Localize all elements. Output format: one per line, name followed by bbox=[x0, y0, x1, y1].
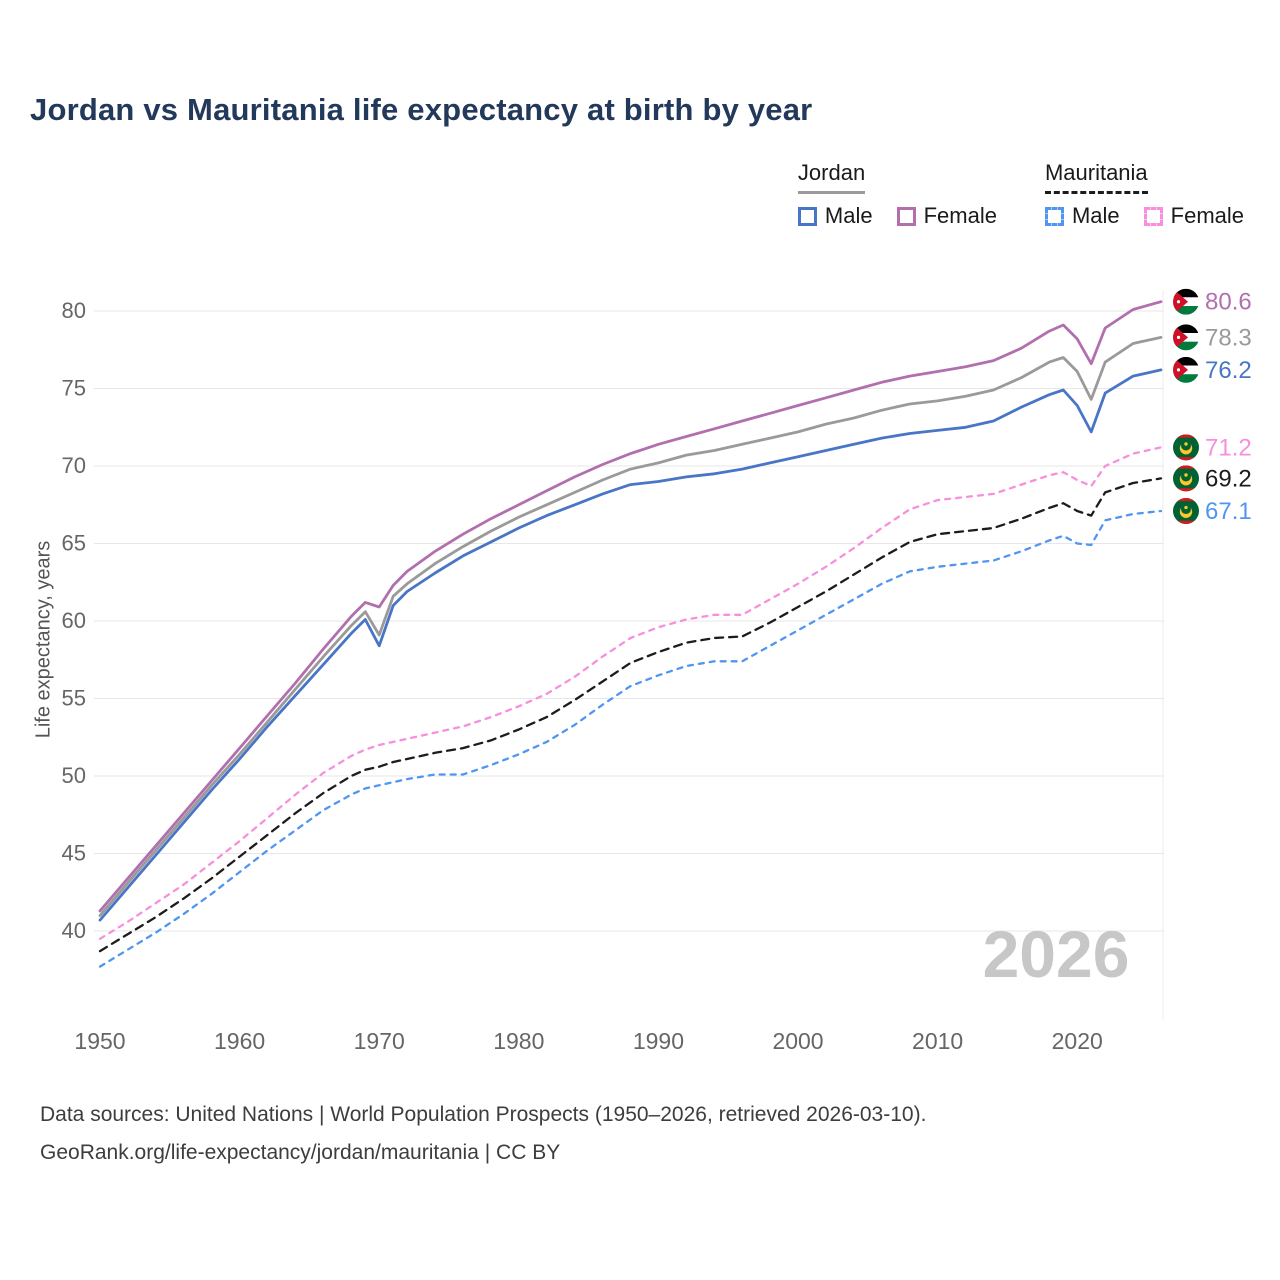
jordan-male-swatch-icon bbox=[797, 206, 817, 226]
x-tick-label: 1990 bbox=[633, 1028, 684, 1054]
footer: Data sources: United Nations | World Pop… bbox=[40, 1096, 926, 1172]
end-value-label-jordan-male: 76.2 bbox=[1205, 357, 1252, 384]
y-tick-label: 55 bbox=[62, 686, 86, 711]
end-value-label-jordan-total: 78.3 bbox=[1205, 324, 1252, 351]
legend-item-mauritania-male: Male bbox=[1044, 203, 1120, 229]
x-tick-label: 1950 bbox=[74, 1028, 125, 1054]
y-tick-label: 80 bbox=[62, 298, 86, 323]
series-line-jordan-male bbox=[98, 368, 1163, 922]
series-line-mauritania-female bbox=[98, 446, 1163, 940]
footer-attribution: GeoRank.org/life-expectancy/jordan/mauri… bbox=[40, 1141, 561, 1164]
end-value-label-mauritania-female: 71.2 bbox=[1205, 434, 1252, 461]
x-tick-label: 2010 bbox=[912, 1028, 963, 1054]
legend-item-jordan-male: Male bbox=[797, 203, 873, 229]
y-tick-label: 45 bbox=[62, 841, 86, 866]
series-line-mauritania-total bbox=[98, 477, 1163, 953]
jordan-female-swatch-icon bbox=[896, 206, 916, 226]
series-line-mauritania-male bbox=[98, 509, 1163, 968]
y-tick-label: 50 bbox=[62, 763, 86, 788]
legend-item-mauritania-female: Female bbox=[1143, 203, 1244, 229]
jordan-flag-icon bbox=[1173, 356, 1199, 383]
mauritania-male-swatch-icon bbox=[1044, 206, 1064, 226]
series-line-jordan-female bbox=[98, 300, 1163, 913]
x-tick-label: 1980 bbox=[493, 1028, 544, 1054]
y-tick-label: 60 bbox=[62, 608, 86, 633]
x-tick-label: 1960 bbox=[214, 1028, 265, 1054]
end-value-label-mauritania-male: 67.1 bbox=[1205, 498, 1252, 525]
x-tick-label: 2000 bbox=[772, 1028, 823, 1054]
mauritania-flag-icon bbox=[1173, 434, 1199, 461]
y-axis-label: Life expectancy, years bbox=[32, 540, 55, 739]
legend-item-mauritania-female-label: Female bbox=[1170, 203, 1244, 228]
legend-item-jordan-female-label: Female bbox=[923, 203, 997, 228]
end-value-label-jordan-female: 80.6 bbox=[1205, 289, 1252, 316]
x-tick-label: 2020 bbox=[1052, 1028, 1103, 1054]
legend-group-mauritania: Mauritania Male Female bbox=[1044, 160, 1244, 229]
legend-group-jordan: Jordan Male Female bbox=[797, 160, 997, 229]
watermark-year: 2026 bbox=[982, 917, 1130, 991]
jordan-flag-icon bbox=[1173, 288, 1199, 315]
jordan-flag-icon bbox=[1173, 324, 1199, 351]
legend-item-jordan-female: Female bbox=[896, 203, 997, 229]
y-tick-label: 40 bbox=[62, 918, 86, 943]
legend-group-jordan-label: Jordan bbox=[797, 160, 866, 194]
end-value-label-mauritania-total: 69.2 bbox=[1205, 465, 1252, 492]
legend-item-mauritania-male-label: Male bbox=[1071, 203, 1120, 228]
x-tick-label: 1970 bbox=[354, 1028, 405, 1054]
series-line-jordan-total bbox=[98, 336, 1163, 917]
y-tick-label: 75 bbox=[62, 376, 86, 401]
y-tick-label: 70 bbox=[62, 453, 86, 478]
legend-item-jordan-male-label: Male bbox=[824, 203, 873, 228]
legend-group-mauritania-label: Mauritania bbox=[1044, 160, 1148, 194]
footer-data-sources: Data sources: United Nations | World Pop… bbox=[40, 1103, 927, 1126]
legend: Jordan Male Female Mauritania Male Femal… bbox=[797, 160, 1244, 229]
mauritania-flag-icon bbox=[1173, 465, 1199, 492]
page-title: Jordan vs Mauritania life expectancy at … bbox=[30, 92, 813, 127]
mauritania-flag-icon bbox=[1173, 497, 1199, 524]
mauritania-female-swatch-icon bbox=[1143, 206, 1163, 226]
y-tick-label: 65 bbox=[62, 531, 86, 556]
